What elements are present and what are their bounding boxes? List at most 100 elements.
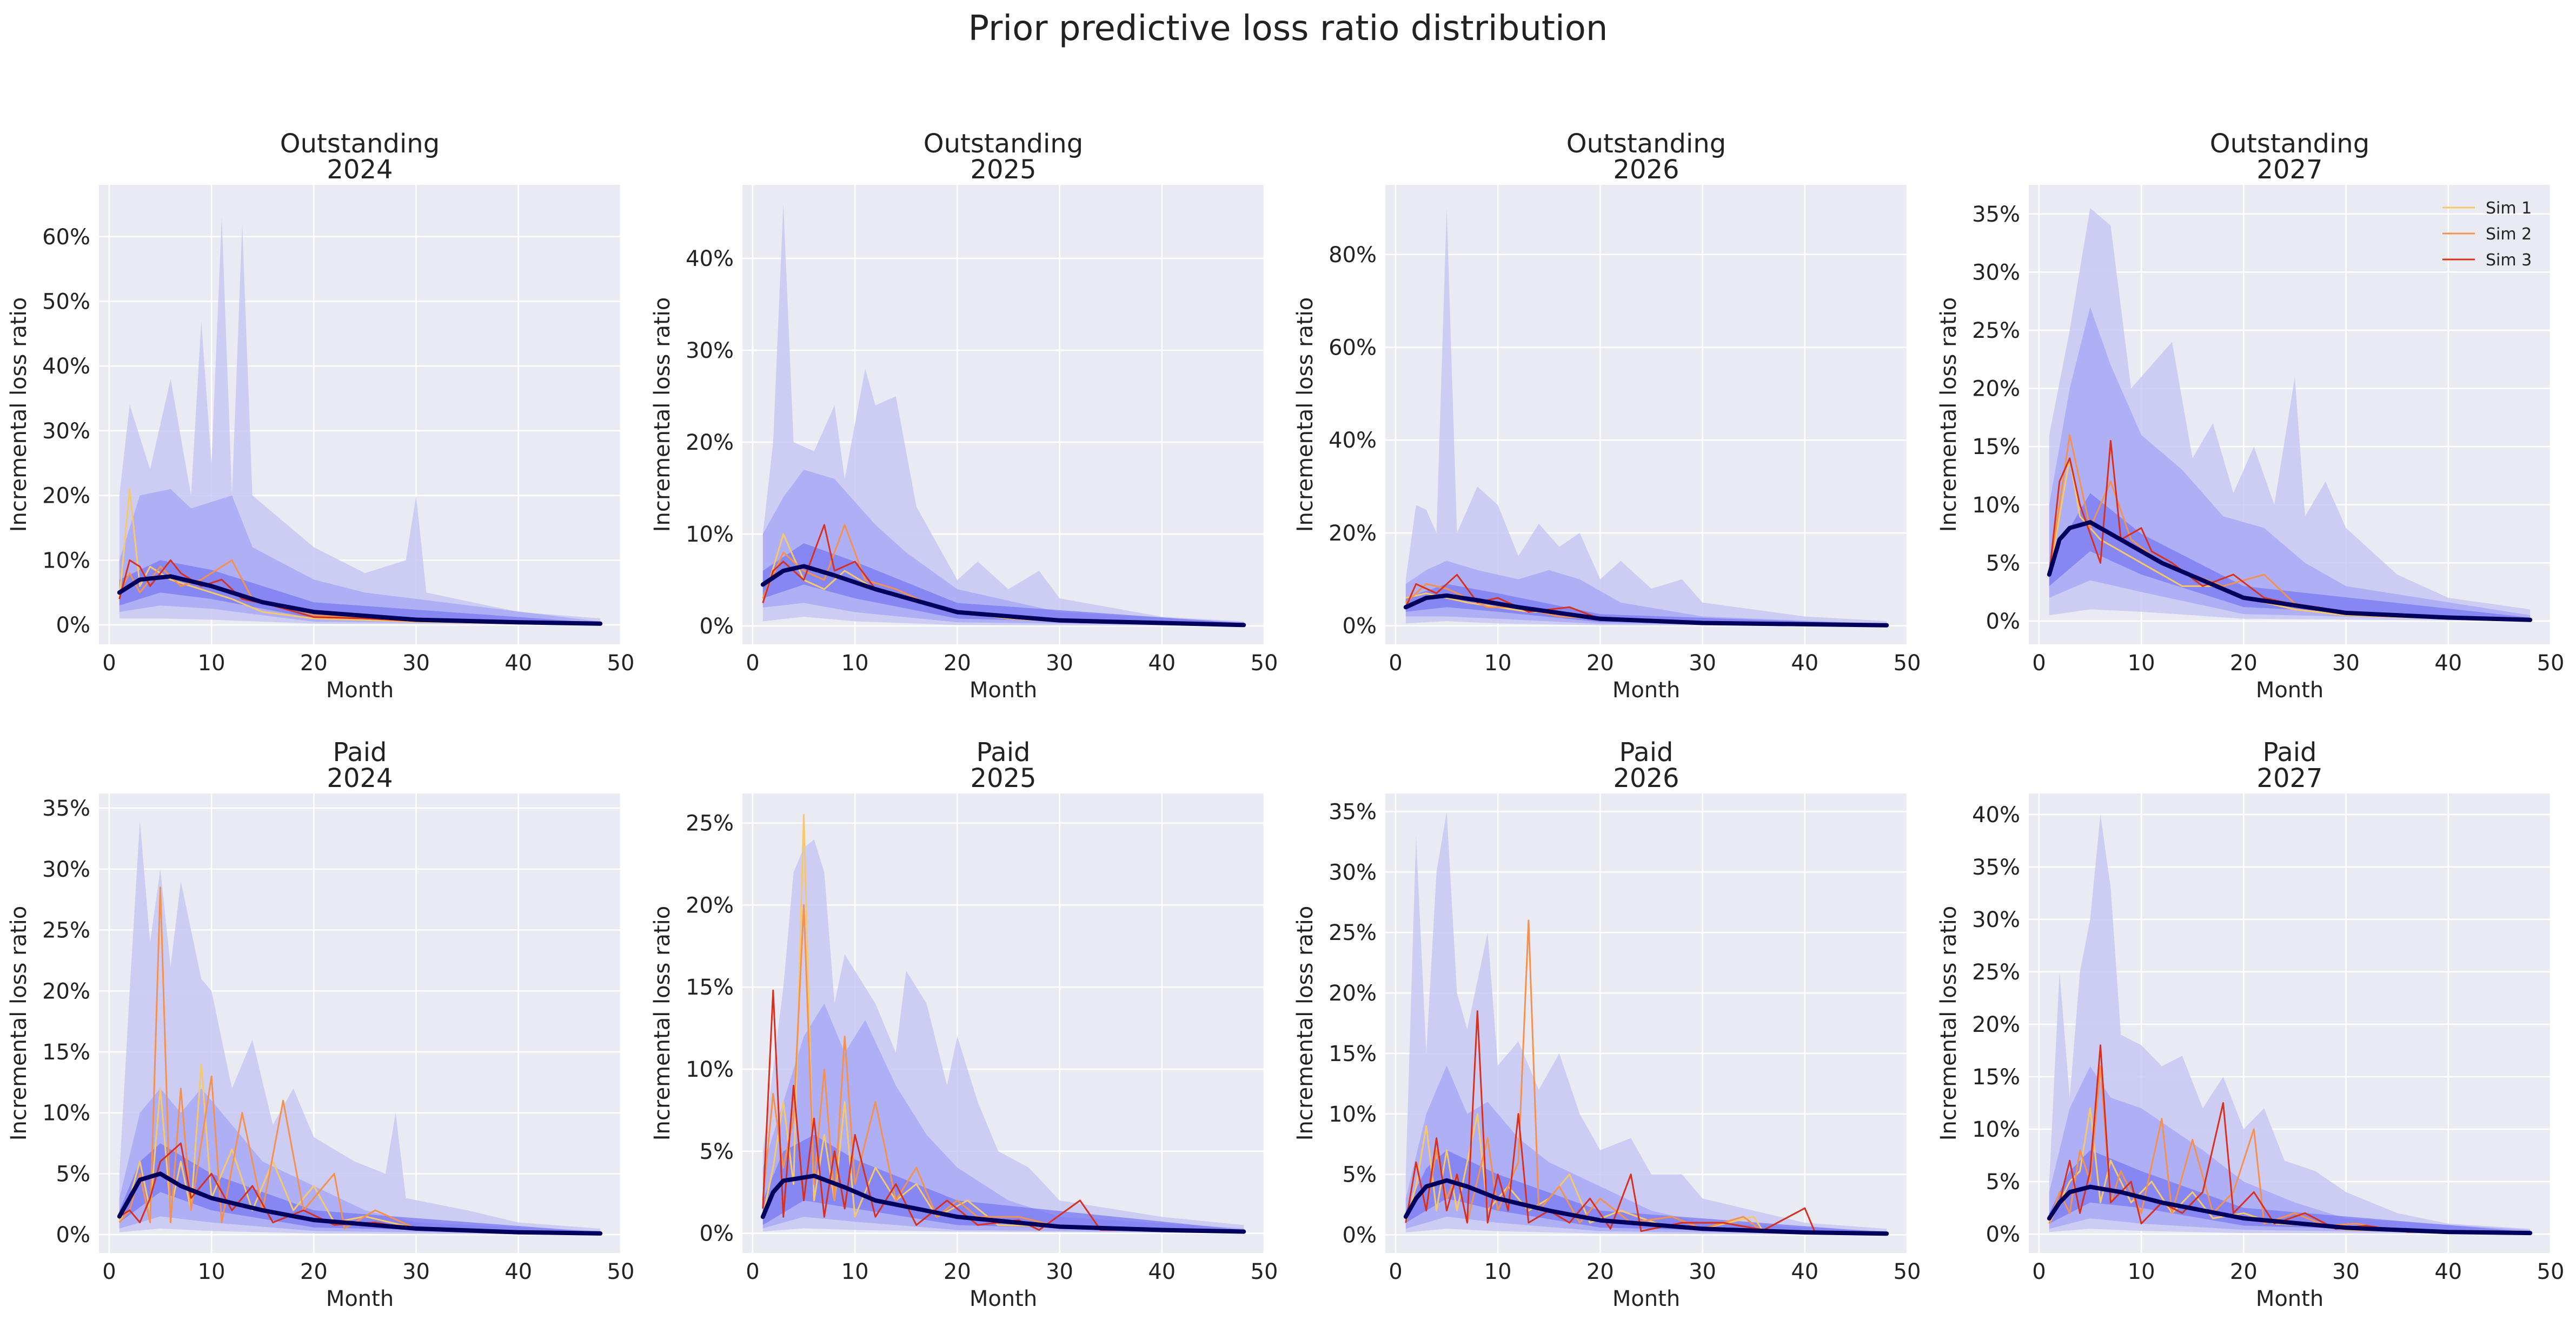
x-tick-label: 20 [1586,1259,1614,1284]
y-axis-label: Incremental loss ratio [650,297,675,532]
panel-title-line-2: 2026 [1613,763,1679,793]
legend-label: Sim 2 [2486,225,2532,244]
y-axis-label: Incremental loss ratio [1293,906,1318,1141]
y-tick-label: 0% [1343,614,1377,639]
x-tick-label: 30 [402,651,430,676]
median-line [760,1173,1246,1234]
series-line [762,989,1244,1232]
x-tick-label: 0 [1389,1259,1402,1284]
y-axis-label: Incremental loss ratio [1293,297,1318,532]
band-inner [2049,493,2531,621]
x-tick-label: 40 [504,1259,532,1284]
panel-title-line-1: Outstanding [280,129,440,159]
y-tick-label: 35% [1972,855,2020,880]
band-outer [119,820,601,1235]
chart-panel: 0 10 20 30 40 50 0% 10% 20% 30% 40% Month Incrementa… [650,129,1278,703]
x-tick-label: 10 [198,651,225,676]
x-tick-label: 50 [1251,1259,1278,1284]
y-tick-label: 10% [686,522,734,547]
gridlines [1385,185,1908,644]
median-line [117,1171,603,1236]
x-tick-label: 40 [1148,651,1176,676]
band-inner [119,1143,601,1235]
y-axis-label: Incremental loss ratio [1936,297,1961,532]
y-tick-label: 15% [1972,435,2020,459]
x-tick-label: 10 [841,1259,869,1284]
x-tick-label: 40 [1148,1259,1176,1284]
x-tick-label: 30 [2332,1259,2360,1284]
y-tick-label: 0% [56,1223,90,1248]
panel-title-line-1: Paid [333,737,387,768]
y-tick-label: 20% [1329,981,1377,1006]
y-tick-label: 25% [686,811,734,836]
panel-title-line-2: 2024 [327,155,393,185]
median-line [1403,1178,1889,1236]
x-tick-label: 40 [504,651,532,676]
y-tick-label: 10% [42,548,90,573]
x-tick-label: 0 [746,651,759,676]
x-tick-label: 50 [1251,651,1278,676]
y-tick-label: 15% [1329,1042,1377,1066]
y-tick-label: 30% [1972,908,2020,932]
panel-title-line-1: Outstanding [2210,129,2369,159]
y-tick-label: 0% [1986,609,2020,634]
y-tick-label: 30% [686,338,734,363]
x-axis-label: Month [1612,1286,1680,1311]
chart-panel: 0 10 20 30 40 50 0% 20% 40% 60% 80% Month Incrementa… [1293,129,1921,703]
y-tick-label: 0% [700,1222,734,1246]
chart-panel: 0 10 20 30 40 50 0% 5% 10% 15% 20% 25% 30% 35% 40% Mont… [1936,737,2564,1311]
panel-title-line-1: Outstanding [924,129,1083,159]
chart-panel: 0 10 20 30 40 50 0% 5% 10% 15% 20% 25% 30% 35% Month In… [1936,129,2564,703]
x-tick-label: 0 [746,1259,759,1284]
y-axis-label: Incremental loss ratio [650,906,675,1141]
series-line [762,904,1244,1232]
gridlines [99,185,622,644]
series-line [2048,1065,2531,1234]
x-axis-label: Month [2256,678,2323,703]
y-tick-label: 10% [1972,1117,2020,1142]
band-outer [1405,811,1887,1235]
x-tick-label: 50 [1894,1259,1921,1284]
y-tick-label: 50% [42,289,90,314]
x-tick-label: 30 [1689,651,1716,676]
y-tick-label: 10% [686,1057,734,1082]
y-tick-label: 5% [700,1139,734,1164]
y-tick-label: 40% [42,354,90,379]
median-line [117,574,603,626]
x-axis-label: Month [326,1286,394,1311]
legend: Sim 1 Sim 2 Sim 3 [2442,199,2532,270]
x-tick-label: 20 [300,651,328,676]
x-tick-label: 0 [102,651,116,676]
y-tick-label: 25% [1972,960,2020,985]
y-tick-label: 5% [56,1162,90,1186]
band-inner [1405,1150,1887,1235]
y-tick-label: 20% [42,484,90,509]
x-tick-label: 20 [1586,651,1614,676]
y-tick-label: 60% [42,225,90,250]
chart-panel: 0 10 20 30 40 50 0% 10% 20% 30% 40% 50% 60% Month Incr… [6,129,634,703]
y-tick-label: 35% [42,796,90,821]
x-tick-label: 10 [1484,1259,1512,1284]
median-line [760,564,1246,628]
y-tick-label: 30% [1329,860,1377,885]
series-line [1405,1010,1887,1235]
y-tick-label: 15% [42,1040,90,1065]
x-tick-label: 20 [944,1259,971,1284]
y-tick-label: 35% [1972,202,2020,227]
band-inner [119,560,601,624]
legend-label: Sim 1 [2486,199,2532,218]
x-axis-label: Month [970,1286,1037,1311]
median-line [2047,1184,2533,1236]
y-tick-label: 0% [700,614,734,639]
y-tick-label: 15% [1972,1065,2020,1090]
panel-title-line-1: Outstanding [1566,129,1726,159]
median-line [2047,520,2533,622]
y-tick-label: 10% [1972,493,2020,518]
y-tick-label: 25% [42,918,90,943]
x-tick-label: 50 [2537,1259,2565,1284]
y-tick-label: 0% [1986,1222,2020,1247]
y-tick-label: 5% [1343,1163,1377,1188]
panel-title-line-2: 2024 [327,763,393,793]
x-tick-label: 10 [2128,1259,2155,1284]
y-tick-label: 10% [42,1101,90,1126]
